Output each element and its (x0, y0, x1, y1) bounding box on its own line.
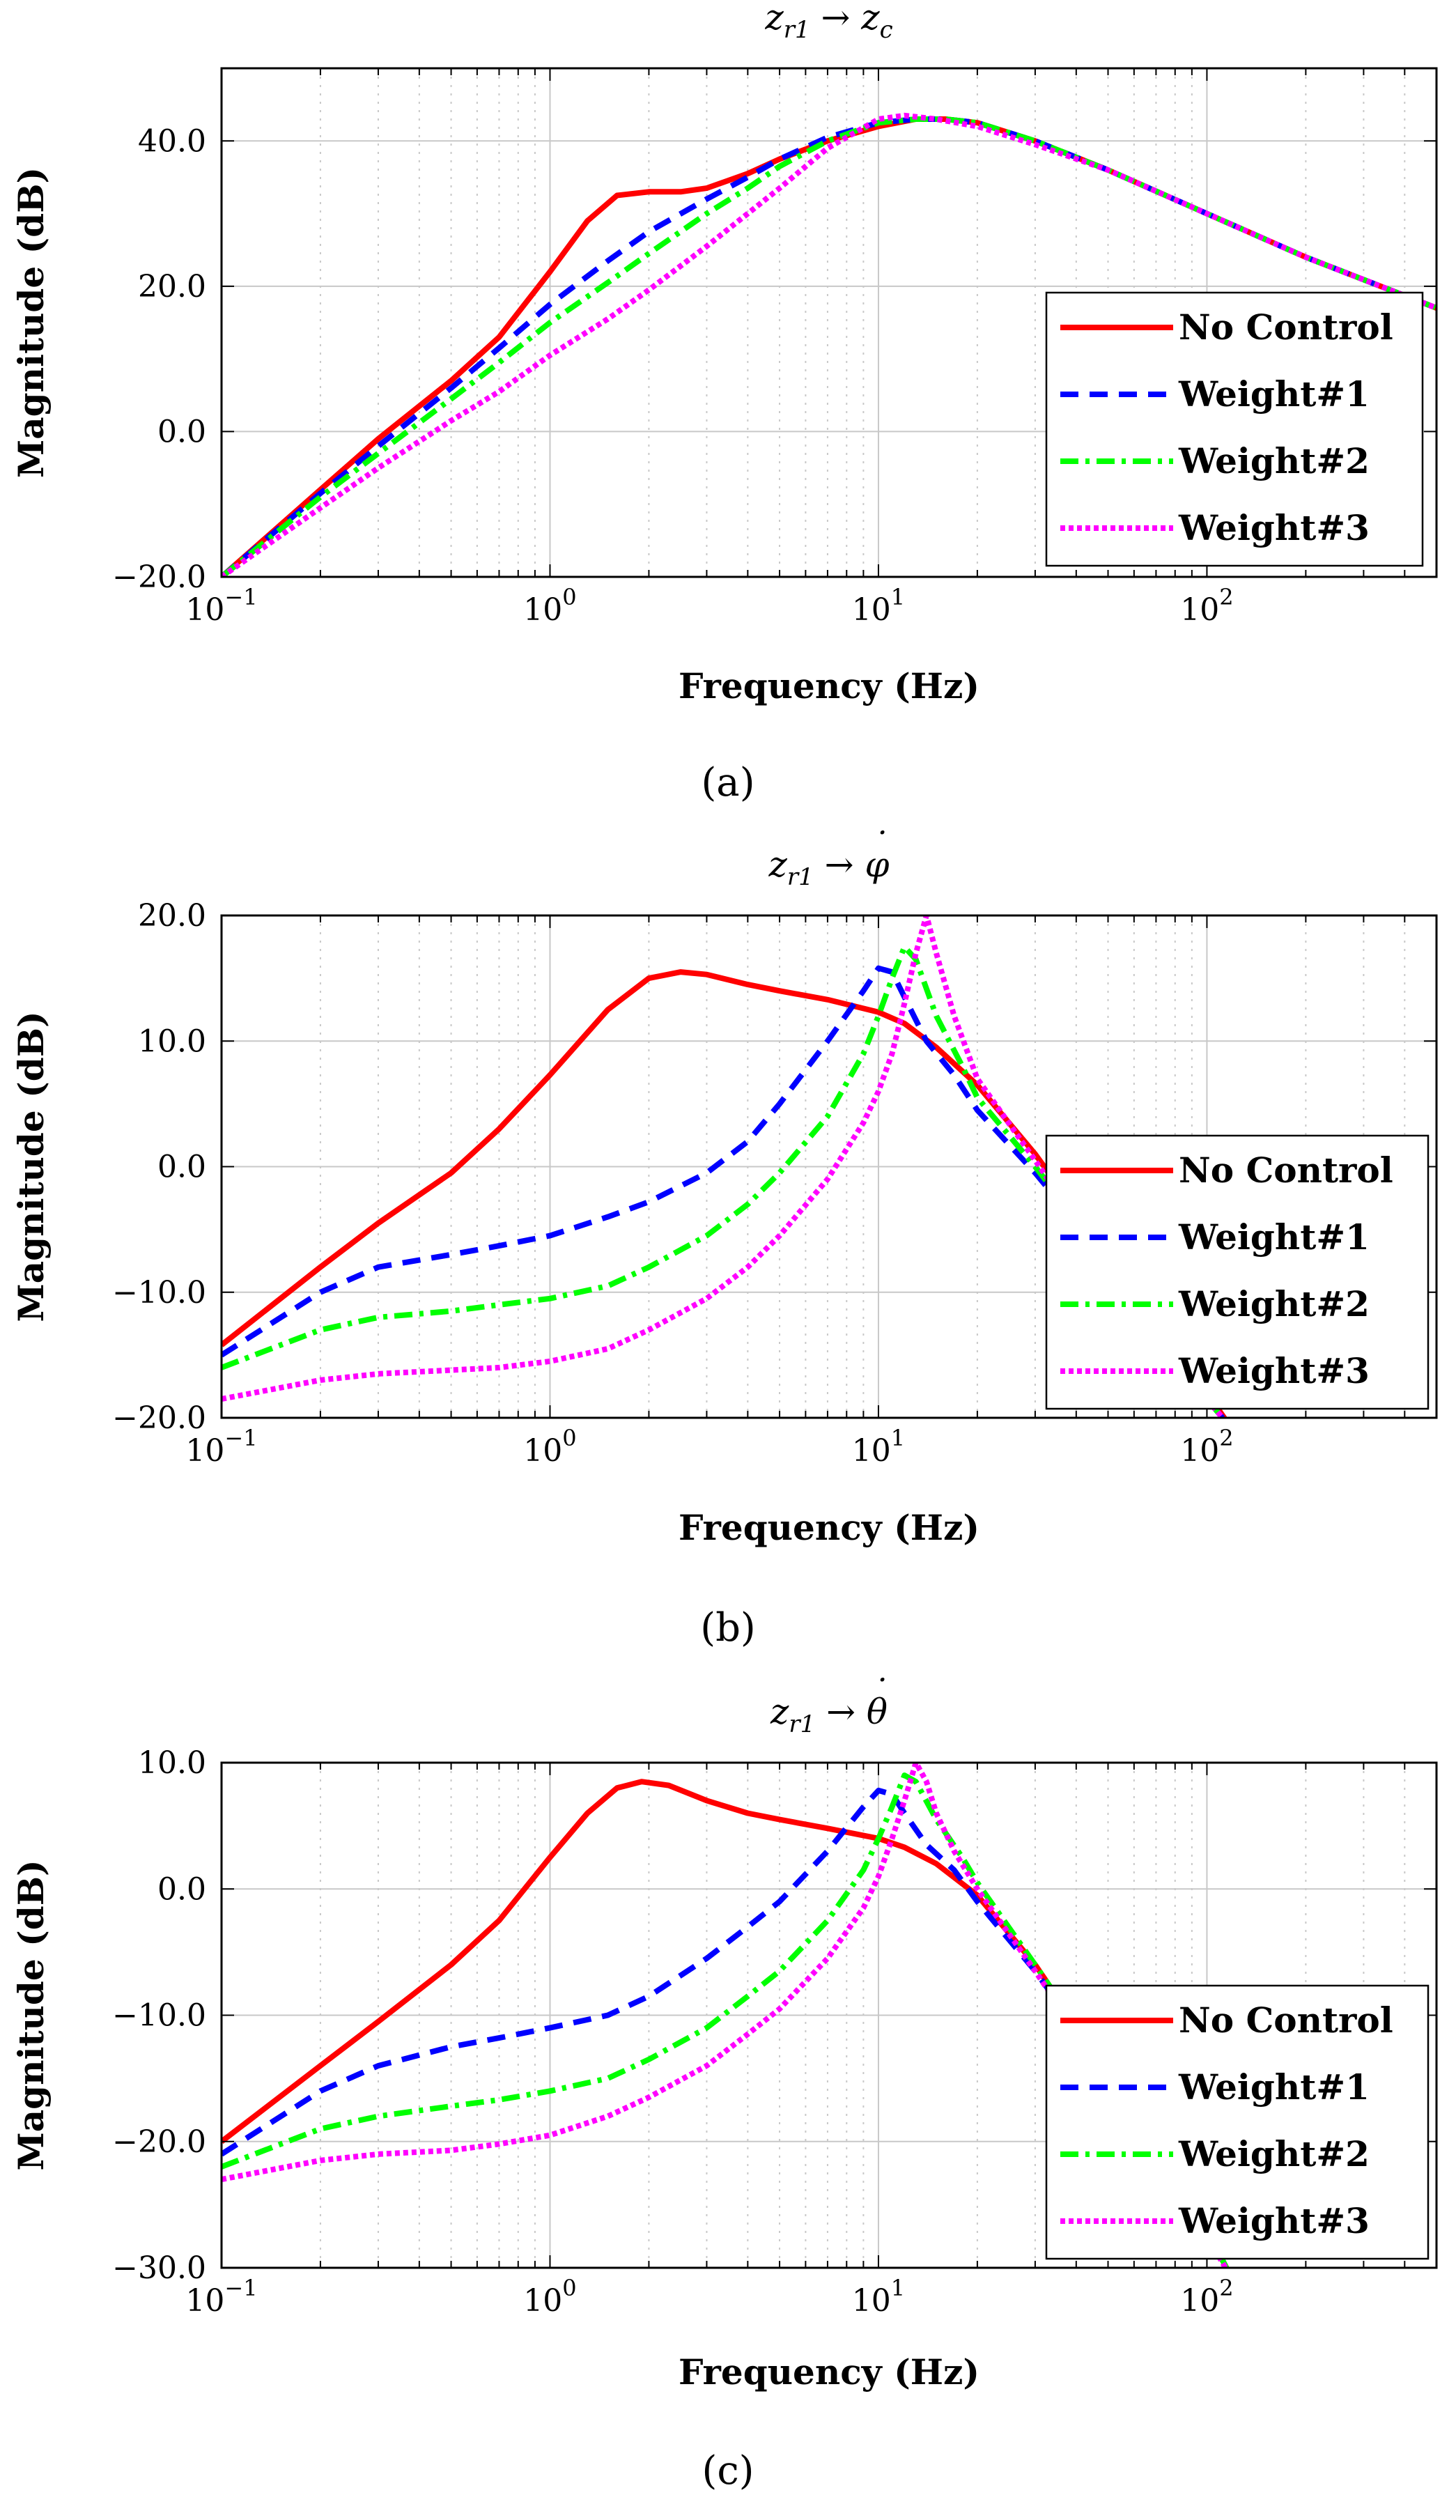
y-tick-label: 20.0 (138, 898, 206, 934)
series-line-weight-2 (222, 944, 1227, 1418)
legend-label: No Control (1179, 307, 1393, 348)
y-tick-label: −20.0 (112, 559, 206, 595)
panel-caption: (b) (700, 1605, 756, 1651)
legend-label: Weight#3 (1178, 1350, 1370, 1391)
panel-caption: (a) (701, 760, 754, 805)
chart-title: zr1 → zc (764, 0, 892, 44)
x-axis-label: Frequency (Hz) (679, 665, 979, 706)
x-axis-label: Frequency (Hz) (679, 1507, 979, 1548)
y-tick-label: −20.0 (112, 2124, 206, 2160)
y-axis-label: Magnitude (dB) (10, 1860, 52, 2170)
legend-box (1045, 291, 1424, 567)
series-line-weight-3 (222, 112, 1436, 577)
series-group (222, 915, 1228, 1418)
y-tick-label: −10.0 (112, 1275, 206, 1311)
series-line-no-control (222, 969, 1228, 1418)
x-tick-label: 102 (1180, 2275, 1233, 2319)
x-tick-label: 101 (852, 1425, 905, 1469)
series-line-weight-3 (222, 915, 1227, 1418)
chart-panel-2: −20.0 −10.0 0.0 10.0 20.0 10−1 100 101 102 Freque… (10, 825, 1438, 1651)
series-line-weight-3 (222, 1763, 1229, 2268)
y-tick-label: 20.0 (138, 269, 206, 304)
legend-label: Weight#1 (1178, 2066, 1370, 2108)
y-tick-label: 10.0 (138, 1023, 206, 1059)
legend-label: No Control (1179, 1150, 1393, 1191)
chart-panel-1: −20.0 0.0 20.0 40.0 10−1 100 101 102 Frequency (… (10, 0, 1438, 805)
legend-label: Weight#3 (1178, 2200, 1370, 2241)
panel-caption: (c) (702, 2448, 754, 2494)
x-tick-label: 100 (523, 2275, 576, 2319)
y-tick-label: 0.0 (157, 414, 206, 449)
chart-panel-3: −30.0 −20.0 −10.0 0.0 10.0 10−1 100 101 102 Frequ… (10, 1672, 1438, 2494)
legend-box (1045, 1984, 1430, 2260)
x-tick-label: 102 (1180, 584, 1233, 628)
legend-label: Weight#2 (1178, 2133, 1370, 2174)
x-tick-label: 101 (852, 584, 905, 628)
chart-title: zr1 → φ (768, 844, 890, 891)
chart-title: zr1 → θ (770, 1692, 888, 1738)
y-tick-label: −30.0 (112, 2250, 206, 2286)
series-line-weight-1 (222, 965, 1227, 1418)
legend: No Control Weight#1 Weight#2 Weight#3 (1045, 291, 1424, 567)
y-tick-label: 0.0 (157, 1150, 206, 1185)
y-tick-label: −20.0 (112, 1400, 206, 1436)
series-group (222, 1763, 1230, 2268)
plot-frame (220, 67, 1438, 578)
x-tick-label: 10−1 (185, 584, 257, 628)
x-tick-label: 10−1 (185, 2275, 257, 2319)
title-accent: ˙ (870, 825, 888, 865)
y-tick-label: 0.0 (157, 1871, 206, 1907)
y-axis-label: Magnitude (dB) (10, 1011, 52, 1322)
series-line-weight-2 (222, 116, 1436, 577)
title-accent: ¨ (864, 0, 882, 18)
x-axis-label: Frequency (Hz) (679, 2351, 979, 2393)
x-tick-label: 100 (523, 584, 576, 628)
legend-label: Weight#1 (1178, 373, 1370, 415)
series-group (222, 112, 1436, 577)
y-tick-label: 10.0 (138, 1745, 206, 1781)
ticks (221, 1762, 1437, 2268)
legend-box (1045, 1134, 1430, 1410)
x-tick-label: 102 (1180, 1425, 1233, 1469)
legend-label: Weight#2 (1178, 440, 1370, 481)
ticks (221, 68, 1437, 578)
y-tick-label: −10.0 (112, 1998, 206, 2034)
title-accent: ˙ (870, 1672, 888, 1713)
series-line-weight-1 (222, 1787, 1230, 2268)
series-line-weight-2 (222, 1772, 1230, 2268)
legend-label: No Control (1179, 2000, 1393, 2041)
x-tick-label: 10−1 (185, 1425, 257, 1469)
legend: No Control Weight#1 Weight#2 Weight#3 (1045, 1134, 1430, 1410)
y-tick-label: 40.0 (138, 123, 206, 159)
legend: No Control Weight#1 Weight#2 Weight#3 (1045, 1984, 1430, 2260)
x-tick-label: 101 (852, 2275, 905, 2319)
legend-label: Weight#2 (1178, 1283, 1370, 1324)
y-axis-label: Magnitude (dB) (10, 167, 52, 478)
legend-label: Weight#1 (1178, 1216, 1370, 1258)
legend-label: Weight#3 (1178, 507, 1370, 548)
x-tick-label: 100 (523, 1425, 576, 1469)
